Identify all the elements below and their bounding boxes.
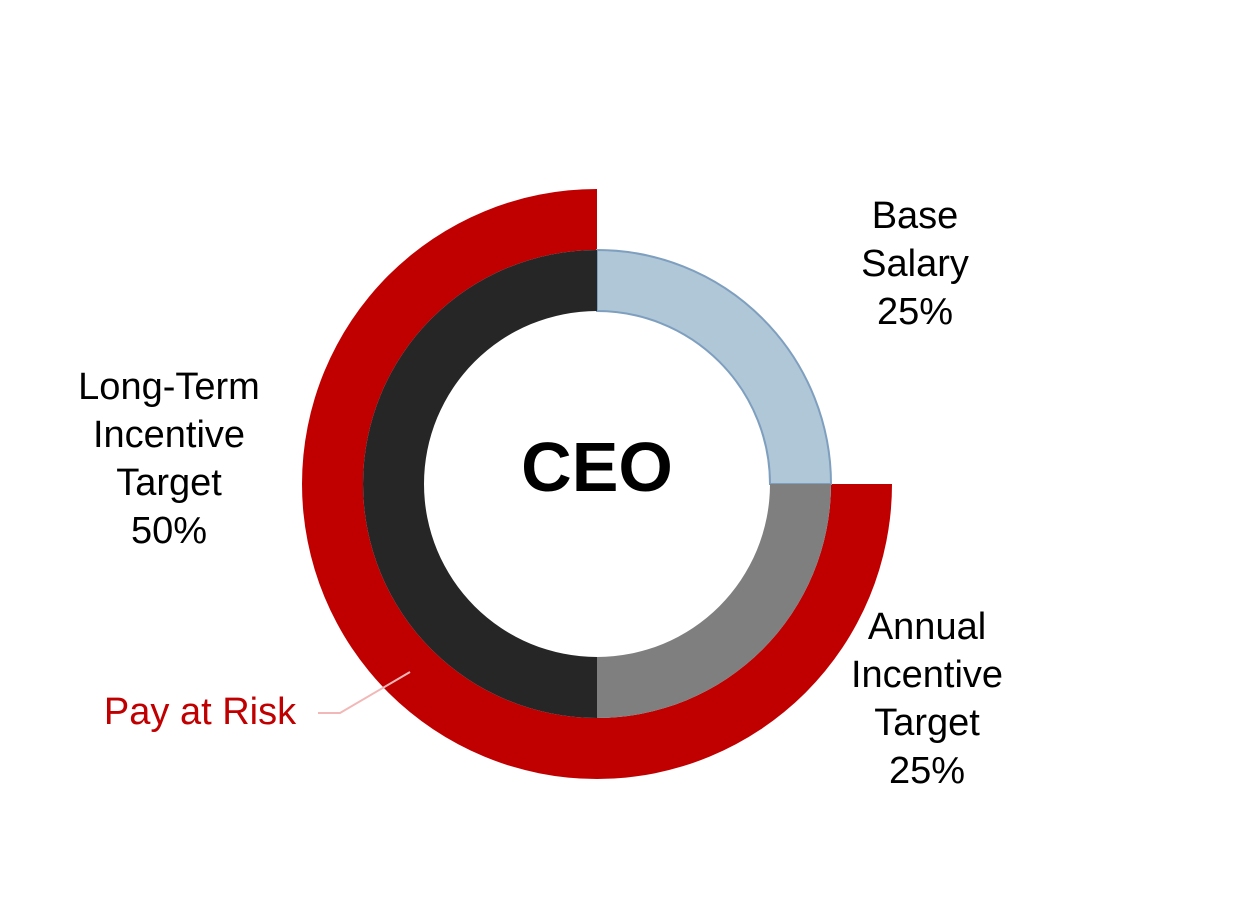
- pay-at-risk-leader-line: [318, 671, 411, 714]
- segment-label-long-term-incentive: Long-Term Incentive Target 50%: [78, 366, 260, 552]
- segment-base-salary: [596, 248, 833, 485]
- segment-annual-incentive: [597, 484, 831, 718]
- center-label: CEO: [521, 428, 673, 506]
- segment-label-annual-incentive: Annual Incentive Target 25%: [850, 606, 1004, 792]
- segment-long-term-incentive: [363, 250, 597, 718]
- pay-at-risk-label: Pay at Risk: [103, 691, 297, 733]
- segment-label-base-salary: Base Salary 25%: [861, 195, 969, 333]
